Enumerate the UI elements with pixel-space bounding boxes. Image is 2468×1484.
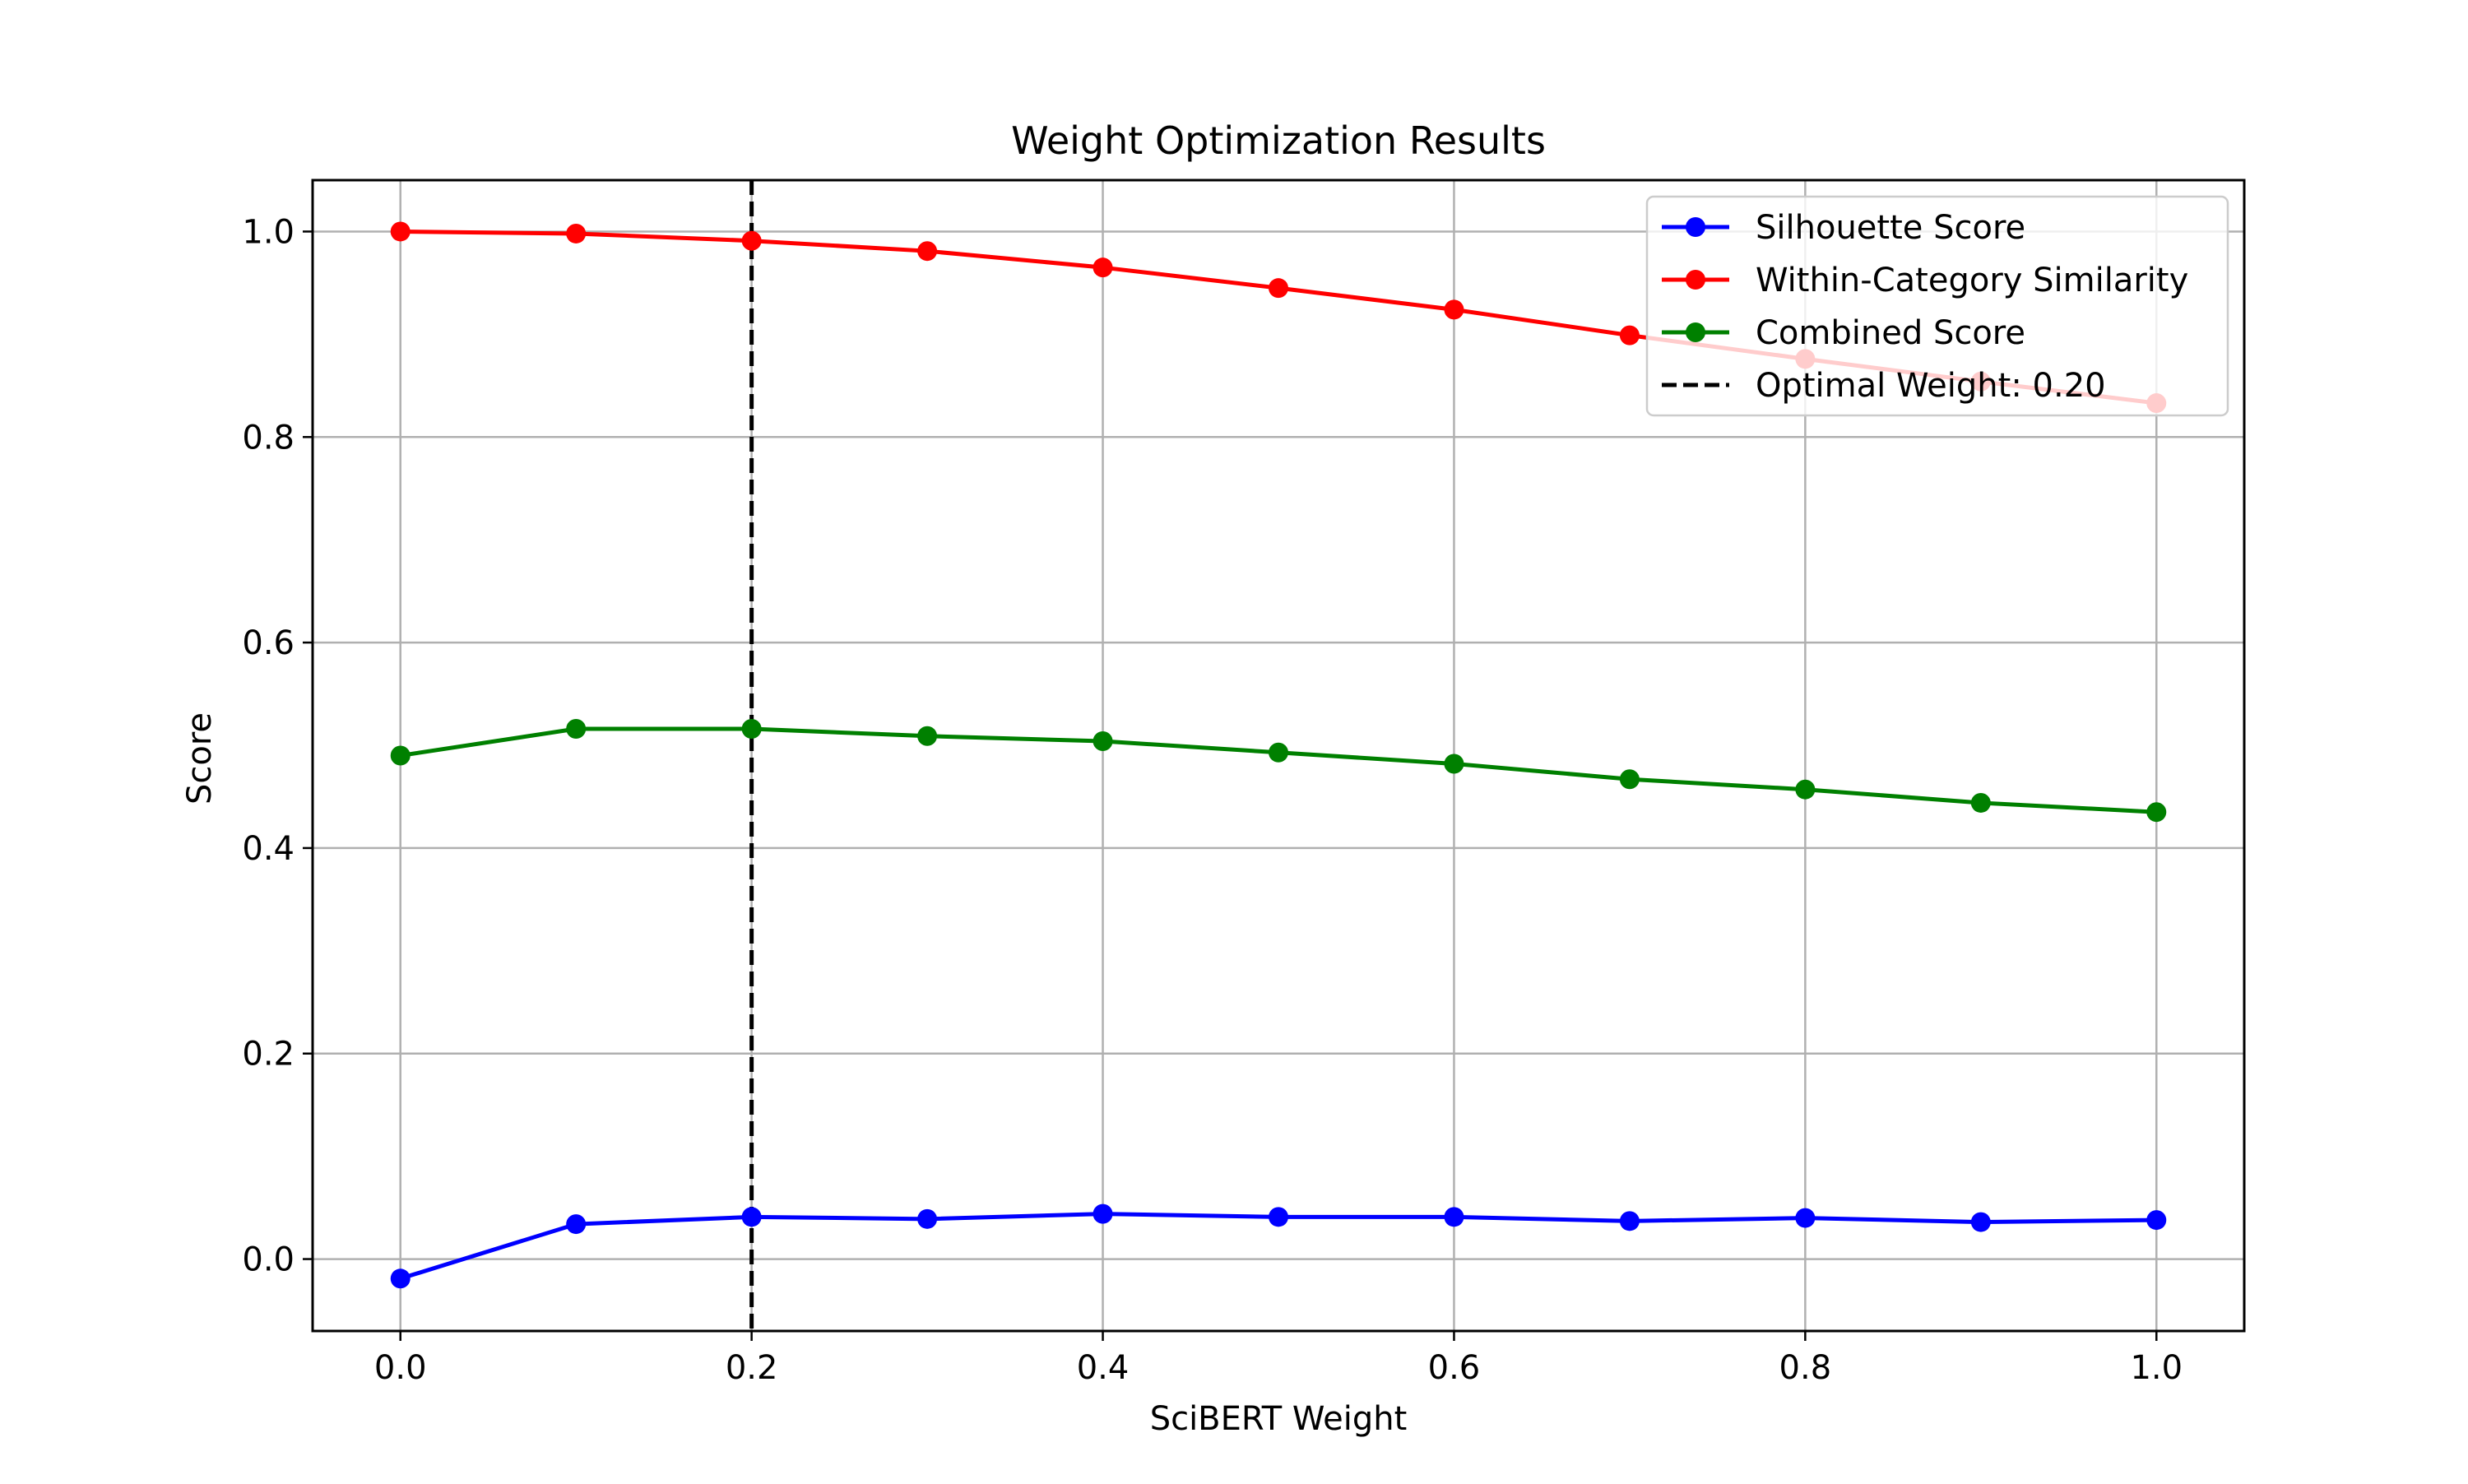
data-point [1269,742,1288,763]
data-point [917,726,938,746]
series-0 [390,1203,2167,1289]
data-point [1093,257,1113,278]
plot-area-frame [311,179,2246,1333]
y-tick-label: 0.6 [242,624,295,662]
data-point [1269,278,1288,299]
legend-label: Combined Score [1756,314,2025,352]
data-point [741,230,762,251]
data-point [390,1268,411,1289]
legend-marker [1686,217,1705,237]
data-point [1093,1203,1113,1224]
axis-ticks: 0.0 0.2 0.4 0.6 0.8 1.0 0.0 0.2 0.4 0.6 0.8 1.0 [242,213,2183,1387]
data-point [1269,1207,1288,1227]
data-point [390,745,411,766]
data-point [566,719,587,740]
x-tick-label: 1.0 [2130,1349,2183,1387]
series-group [390,221,2167,1289]
data-point [1970,792,1991,813]
series-2 [390,719,2167,823]
data-point [1444,1207,1464,1227]
data-point [2146,1210,2167,1231]
data-point [741,1207,762,1227]
data-point [1795,779,1816,800]
x-tick-label: 0.0 [374,1349,427,1387]
data-point [1444,754,1464,774]
legend-entry: Optimal Weight: 0.20 [1662,367,2106,405]
legend-entry: Combined Score [1662,314,2025,352]
legend: Silhouette Score Within-Category Similari… [1645,195,2229,417]
y-tick-label: 0.0 [242,1241,295,1279]
x-tick-label: 0.4 [1077,1349,1130,1387]
x-tick-label: 0.2 [726,1349,778,1387]
y-tick-label: 0.8 [242,419,295,457]
legend-marker [1686,270,1705,290]
data-point [566,223,587,243]
y-tick-label: 0.4 [242,830,295,868]
data-point [1444,299,1464,320]
y-tick-label: 1.0 [242,213,295,251]
data-point [1619,1211,1640,1231]
legend-box [1645,195,2229,417]
y-axis-label: Score [181,712,219,805]
legend-label: Silhouette Score [1756,209,2025,247]
x-tick-label: 0.8 [1779,1349,1832,1387]
legend-label: Within-Category Similarity [1756,262,2188,299]
data-point [390,221,411,242]
chart-title: Weight Optimization Results [1011,118,1546,163]
data-point [2146,802,2167,823]
data-point [1093,731,1113,752]
data-point [1619,769,1640,790]
legend-entry: Silhouette Score [1662,209,2025,247]
legend-marker [1686,322,1705,342]
data-point [1795,1208,1816,1228]
data-point [741,719,762,740]
data-point [917,1208,938,1229]
x-axis-label: SciBERT Weight [1150,1400,1408,1438]
data-point [1619,325,1640,345]
data-point [1970,1212,1991,1232]
data-point [917,241,938,262]
x-tick-label: 0.6 [1428,1349,1481,1387]
legend-entry: Within-Category Similarity [1662,262,2188,299]
data-point [566,1214,587,1235]
legend-label: Optimal Weight: 0.20 [1756,367,2106,405]
y-tick-label: 0.2 [242,1036,295,1074]
grid [313,180,2244,1331]
